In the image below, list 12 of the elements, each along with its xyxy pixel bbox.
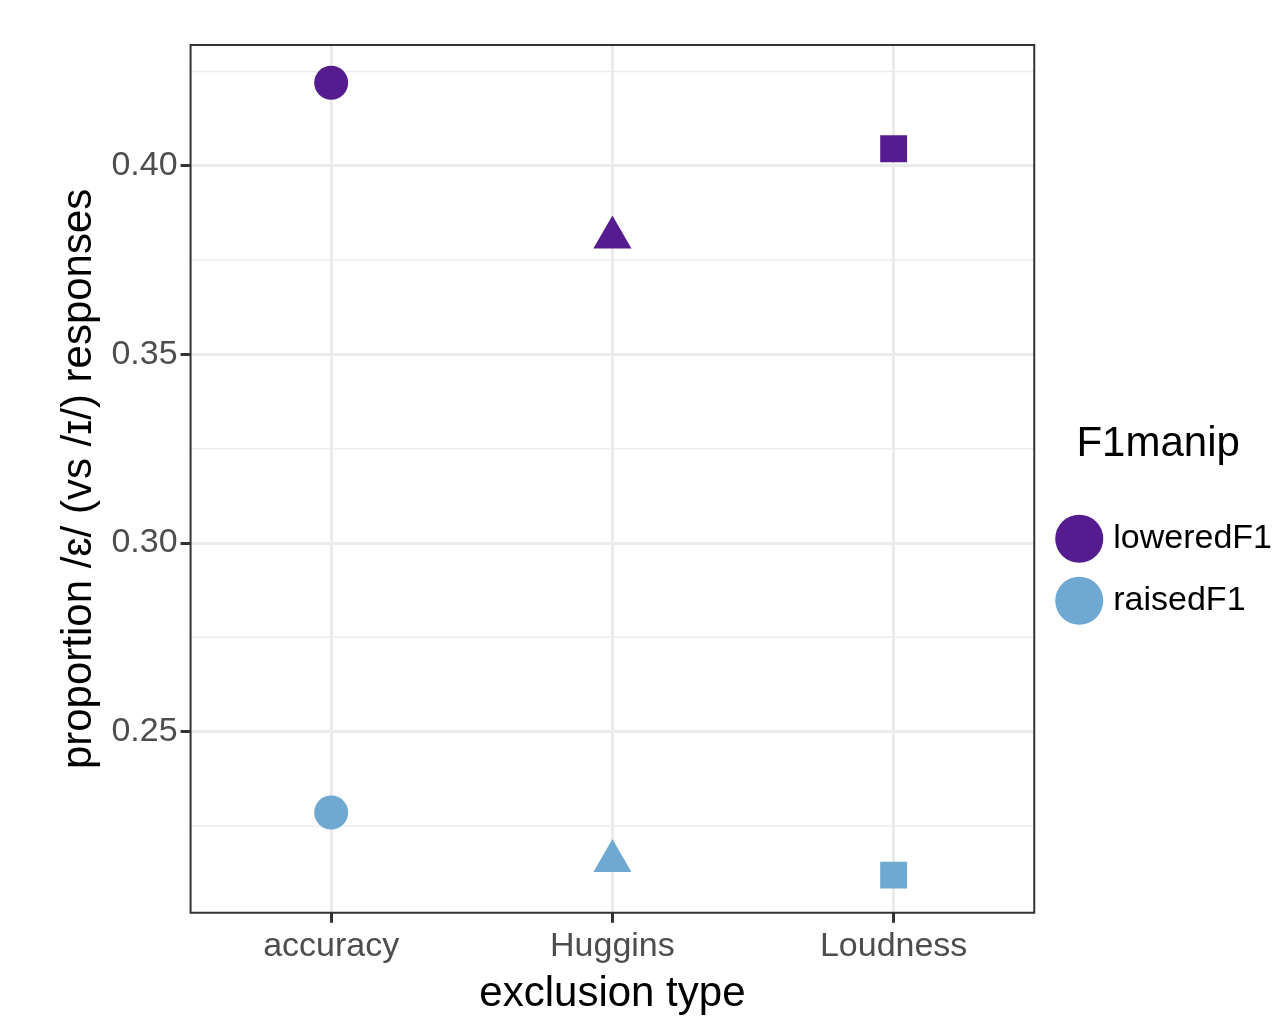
legend-label: raisedF1	[1113, 579, 1246, 618]
y-tick-label: 0.35	[111, 332, 178, 371]
y-tick-label: 0.25	[111, 710, 178, 749]
x-axis-title: exclusion type	[479, 968, 746, 1016]
legend-label: loweredF1	[1113, 517, 1273, 556]
y-tick-label: 0.40	[111, 144, 178, 183]
y-axis-title: proportion /ɛ/ (vs /ɪ/) responses	[52, 188, 100, 770]
x-tick-label: accuracy	[263, 924, 400, 963]
y-tick-label: 0.30	[111, 521, 178, 560]
x-tick-label: Loudness	[819, 924, 968, 963]
legend-title: F1manip	[1076, 417, 1240, 465]
x-tick-label: Huggins	[550, 924, 675, 963]
